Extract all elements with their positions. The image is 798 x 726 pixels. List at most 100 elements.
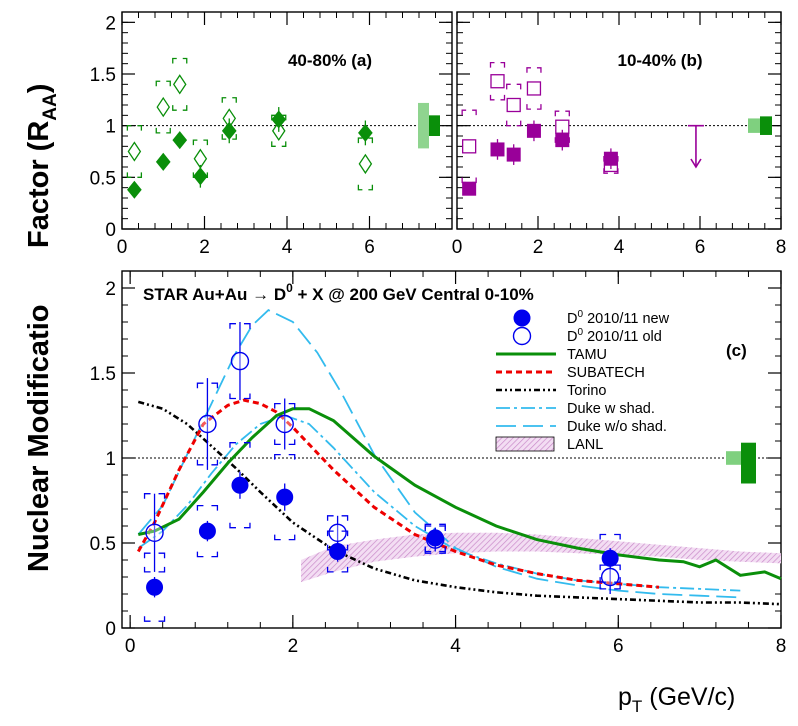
panel-b-open-square-sys-bracket	[489, 61, 506, 101]
panel-a-x-tick-label: 4	[282, 237, 293, 258]
panel-a-y-tick-label: 2	[105, 13, 116, 34]
panel-a: 0 2 4 6 0 0.5 1 1.5 2 40-80% (a)	[90, 11, 453, 258]
panel-a-filled-diamond-marker	[358, 123, 373, 142]
panel-b-x-tick-label: 2	[533, 237, 544, 258]
old-data-marker	[275, 414, 294, 434]
panel-b-open-square-marker	[506, 97, 521, 113]
new-data-sys-bracket	[196, 504, 219, 558]
legend-torino-label: Torino	[567, 383, 607, 399]
panel-b-frame	[456, 11, 782, 230]
panel-b-open-square-marker	[526, 81, 542, 96]
panel-a-filled-diamond-marker	[155, 152, 171, 171]
legend-old-data-marker	[512, 326, 532, 346]
panel-b-open-square-marker	[490, 74, 505, 89]
legend-new-data-label: D0 2010/11 new	[567, 309, 670, 327]
panel-c-title-start: STAR Au+Au	[143, 285, 252, 304]
panel-c-title-superscript: 0	[286, 281, 293, 295]
panel-b-filled-square-marker	[555, 133, 570, 148]
subatech-curve	[136, 398, 660, 589]
ylabel-subscript: AA	[40, 93, 61, 121]
panel-a-open-diamond-sys-bracket	[155, 80, 171, 134]
old-data-sys-bracket	[229, 323, 251, 400]
panel-c-frame	[121, 270, 782, 629]
panel-a-x-tick-label: 0	[117, 237, 128, 258]
panel-a-x-tick-label: 2	[199, 237, 210, 258]
panel-c-x-tick-label: 4	[450, 636, 461, 657]
panel-c-y-tick-label: 0	[105, 619, 116, 640]
panel-b-normalization-band-dark	[760, 116, 772, 135]
new-data-sys-bracket	[143, 552, 166, 622]
old-data-marker	[600, 567, 620, 587]
panel-a-filled-diamond-marker	[127, 180, 142, 199]
panel-b-open-square-sys-bracket	[461, 109, 477, 184]
new-data-sys-bracket	[599, 533, 621, 583]
old-data-sys-bracket	[274, 402, 296, 446]
old-data-sys-bracket	[326, 515, 349, 551]
new-data-marker	[276, 488, 294, 506]
panel-a-open-diamond-sys-bracket	[192, 139, 209, 178]
new-data-sys-bracket	[274, 453, 296, 541]
panel-b-x-tick-label: 6	[695, 237, 706, 258]
old-data-sys-bracket	[143, 493, 166, 573]
new-data-sys-bracket	[424, 523, 446, 553]
panel-a-open-diamond-sys-bracket	[357, 137, 374, 191]
panel-a-title: 40-80% (a)	[288, 51, 372, 70]
panel-a-open-diamond-marker	[172, 74, 187, 95]
xlabel-subscript: T	[632, 697, 642, 716]
new-data-marker	[198, 522, 216, 540]
panel-c-x-tick-label: 8	[776, 636, 787, 657]
panel-c-title-d: D	[269, 285, 286, 304]
old-data-marker	[230, 351, 250, 371]
panel-b-open-square-marker	[461, 139, 477, 154]
legend-old-text: 2010/11 old	[583, 329, 662, 345]
legend-duke-wo-label: Duke w/o shad.	[567, 419, 667, 435]
ylabel-close: )	[23, 84, 55, 94]
legend-new-text: 2010/11 new	[583, 311, 670, 327]
panel-c-title-arrow: →	[252, 285, 269, 304]
torino-curve	[137, 400, 782, 606]
panel-b-title: 10-40% (b)	[617, 51, 702, 70]
panel-a-normalization-band-dark	[429, 115, 440, 136]
panel-b-normalization-band-light	[748, 118, 760, 133]
old-data-marker	[198, 414, 217, 434]
legend-subatech-label: SUBATECH	[567, 365, 645, 381]
new-data-marker	[426, 529, 444, 547]
panel-a-y-tick-label: 0.5	[90, 168, 116, 189]
duke-with-shadowing-curve	[137, 414, 741, 592]
panel-b-filled-square-marker	[603, 151, 618, 166]
panel-b-filled-square-marker	[506, 147, 521, 162]
panel-c-label: (c)	[726, 341, 747, 360]
legend-duke-w-label: Duke w shad.	[567, 401, 655, 417]
legend-old-data-label: D0 2010/11 old	[567, 327, 662, 345]
old-data-sys-bracket	[599, 564, 621, 590]
panel-c-normalization-band-dark	[741, 442, 756, 484]
lanl-band	[301, 532, 781, 583]
panel-a-open-diamond-sys-bracket	[271, 114, 287, 147]
panel-a-filled-diamond-marker	[221, 121, 237, 140]
panel-a-normalization-band-light	[418, 102, 429, 149]
new-data-marker	[601, 549, 619, 567]
panel-b-x-tick-label: 0	[452, 237, 463, 258]
panel-b-x-tick-label: 4	[614, 237, 625, 258]
panel-a-open-diamond-marker	[156, 96, 171, 118]
panel-a-filled-diamond-marker	[271, 110, 287, 129]
legend-new-d: D	[567, 311, 577, 327]
xlabel-p: p	[618, 683, 632, 711]
panel-c-y-tick-label: 1	[105, 449, 116, 470]
legend-old-d: D	[567, 329, 577, 345]
panel-b-filled-square-marker	[526, 123, 541, 138]
panel-b-upper-limit-arrow	[690, 158, 702, 169]
new-data-marker	[231, 476, 249, 494]
panel-a-y-tick-label: 0	[105, 220, 116, 241]
duke-without-shadowing-curve	[137, 309, 741, 599]
legend-new-sup: 0	[577, 309, 583, 320]
panel-c-y-tick-label: 2	[105, 279, 116, 300]
xlabel-units: (GeV/c)	[642, 683, 735, 711]
panel-c: 0 2 4 6 800.511.52 STAR Au+Au → D0 + X @ 200 …	[90, 270, 787, 657]
panel-b: 0 2 4 6 8 10-40% (b)	[452, 11, 786, 258]
panel-a-open-diamond-marker	[127, 141, 142, 162]
panel-a-filled-diamond-marker	[172, 131, 188, 150]
panel-a-x-tick-label: 6	[364, 237, 375, 258]
panel-a-y-tick-label: 1	[105, 117, 116, 138]
